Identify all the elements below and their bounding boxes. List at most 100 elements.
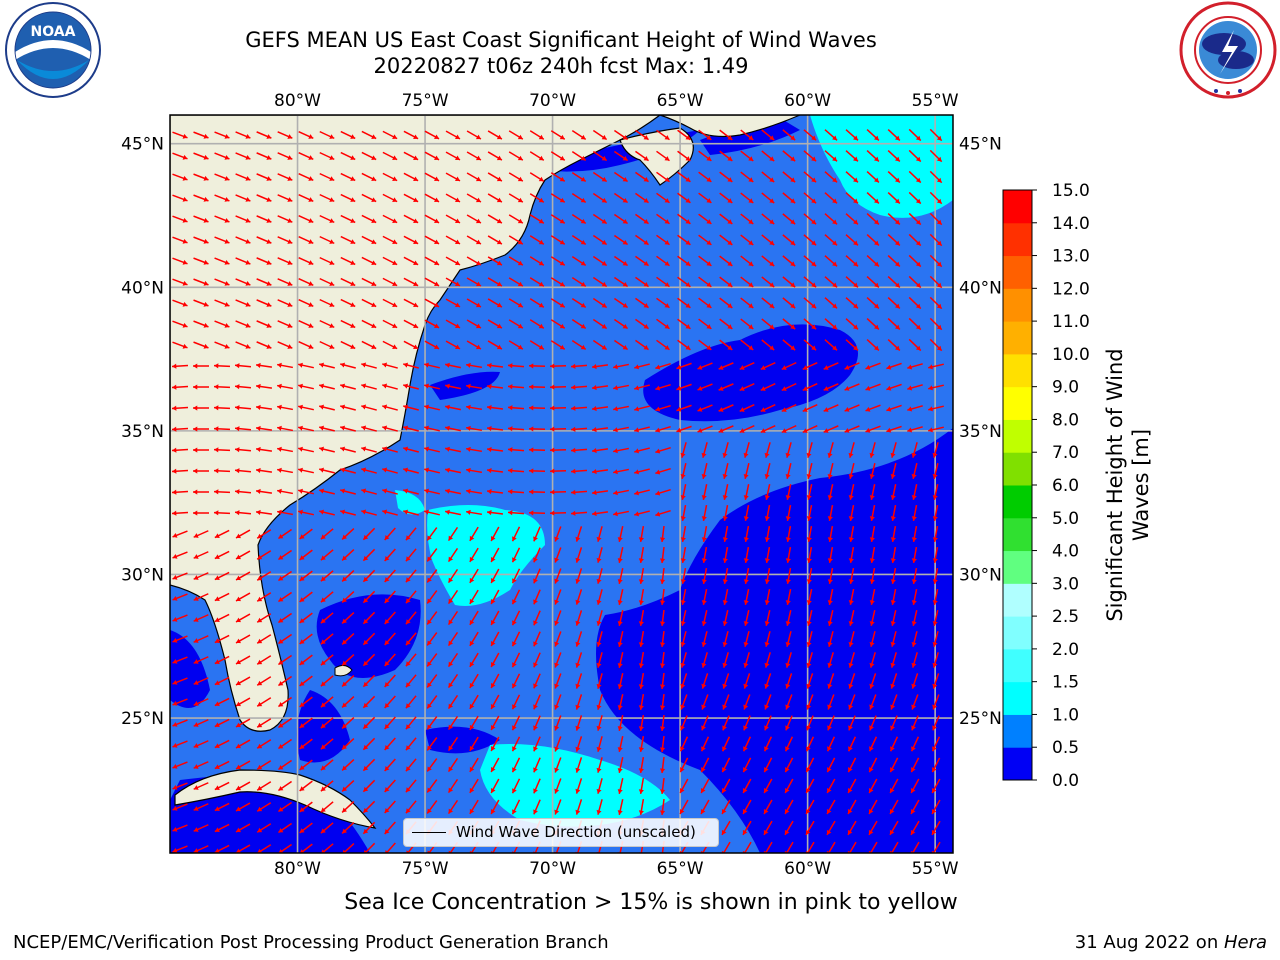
wave-direction-arrow: [277, 131, 293, 139]
wave-direction-arrow: [701, 673, 709, 689]
wave-direction-arrow: [426, 737, 438, 751]
wave-direction-arrow: [382, 404, 398, 411]
wave-direction-arrow: [298, 236, 314, 244]
wave-direction-arrow: [764, 652, 771, 668]
wave-direction-arrow: [845, 234, 859, 246]
wave-direction-arrow: [701, 631, 708, 647]
wave-direction-arrow: [384, 569, 396, 583]
wave-direction-arrow: [763, 757, 773, 773]
wave-direction-arrow: [192, 405, 210, 411]
wave-direction-arrow: [403, 488, 419, 495]
wave-direction-arrow: [592, 171, 608, 183]
wave-direction-arrow: [743, 631, 750, 647]
wave-direction-arrow: [824, 129, 838, 141]
wave-direction-arrow: [382, 172, 398, 182]
wave-direction-arrow: [214, 592, 230, 602]
wave-direction-arrow: [193, 152, 209, 160]
wave-direction-arrow: [928, 384, 944, 391]
wave-direction-arrow: [235, 592, 251, 602]
wave-direction-arrow: [680, 610, 687, 626]
wave-direction-arrow: [613, 339, 629, 351]
wave-direction-arrow: [659, 735, 666, 753]
wave-direction-arrow: [554, 526, 562, 542]
wave-direction-arrow: [362, 569, 376, 583]
wave-direction-arrow: [635, 276, 649, 288]
wave-direction-arrow: [550, 130, 566, 140]
wave-direction-arrow: [803, 192, 817, 204]
wave-direction-arrow: [193, 782, 209, 790]
wave-direction-arrow: [868, 757, 878, 773]
wave-direction-arrow: [761, 339, 775, 351]
map-subtitle-run: 20220827 t06z 240h fcst Max: 1.49: [373, 54, 749, 78]
wave-direction-arrow: [528, 447, 546, 453]
wave-direction-arrow: [319, 383, 335, 390]
wave-direction-arrow: [426, 632, 438, 646]
wave-direction-arrow: [533, 778, 541, 794]
wave-direction-arrow: [659, 567, 666, 585]
wave-direction-arrow: [193, 551, 209, 559]
wave-direction-arrow: [638, 798, 645, 816]
wave-direction-arrow: [320, 801, 334, 813]
wave-direction-arrow: [277, 822, 293, 834]
wave-direction-arrow: [575, 568, 583, 584]
wave-direction-arrow: [405, 527, 417, 541]
wave-direction-arrow: [740, 234, 754, 246]
wave-direction-arrow: [803, 129, 817, 141]
wave-direction-arrow: [932, 484, 939, 500]
lon-tick-label: 65°W: [657, 859, 704, 879]
wave-direction-arrow: [782, 255, 796, 267]
wave-direction-arrow: [698, 318, 712, 330]
wave-direction-arrow: [447, 526, 459, 542]
wave-direction-arrow: [299, 549, 313, 561]
wave-direction-arrow: [638, 756, 645, 774]
wave-direction-arrow: [384, 674, 396, 688]
wave-direction-arrow: [596, 589, 603, 605]
wave-direction-arrow: [384, 548, 396, 562]
wave-direction-arrow: [785, 631, 792, 647]
colorbar-segment: [1003, 288, 1032, 322]
wave-direction-arrow: [319, 509, 335, 516]
wave-direction-arrow: [340, 298, 356, 308]
wave-direction-arrow: [908, 254, 922, 268]
wave-direction-arrow: [341, 675, 355, 687]
wave-direction-arrow: [361, 425, 377, 432]
wave-direction-arrow: [320, 549, 334, 561]
wave-direction-arrow: [764, 546, 771, 564]
wave-direction-arrow: [592, 192, 608, 204]
wave-direction-arrow: [932, 610, 939, 626]
wave-direction-arrow: [469, 652, 479, 668]
wave-direction-arrow: [824, 192, 838, 204]
wave-direction-arrow: [361, 172, 377, 182]
wave-direction-arrow: [172, 131, 188, 139]
wave-direction-arrow: [638, 588, 645, 606]
wave-direction-arrow: [635, 213, 649, 225]
wave-direction-arrow: [722, 463, 729, 479]
wave-direction-arrow: [214, 299, 230, 307]
wave-direction-arrow: [528, 510, 546, 516]
wave-direction-arrow: [869, 484, 876, 500]
wave-direction-arrow: [405, 758, 417, 772]
wave-direction-arrow: [806, 442, 813, 458]
wave-direction-arrow: [701, 484, 708, 500]
wave-direction-arrow: [528, 405, 546, 411]
wave-direction-arrow: [656, 255, 670, 267]
wave-direction-arrow: [508, 298, 524, 308]
lon-tick-label: 60°W: [784, 91, 831, 111]
wave-direction-arrow: [340, 362, 356, 369]
wave-direction-arrow: [465, 488, 483, 495]
wave-direction-arrow: [172, 698, 188, 706]
wave-direction-arrow: [886, 404, 902, 412]
wave-direction-arrow: [361, 298, 377, 308]
wave-direction-arrow: [319, 193, 335, 203]
map-legend: Wind Wave Direction (unscaled): [403, 818, 719, 847]
wave-direction-arrow: [722, 442, 729, 458]
wave-direction-arrow: [743, 484, 750, 500]
wave-direction-arrow: [806, 567, 813, 585]
wave-direction-arrow: [824, 318, 838, 330]
wave-direction-arrow: [806, 546, 813, 564]
wave-direction-arrow: [910, 757, 920, 773]
wave-direction-arrow: [806, 463, 813, 479]
wave-direction-arrow: [256, 823, 272, 833]
wave-direction-arrow: [869, 463, 876, 479]
wave-direction-arrow: [424, 130, 440, 140]
